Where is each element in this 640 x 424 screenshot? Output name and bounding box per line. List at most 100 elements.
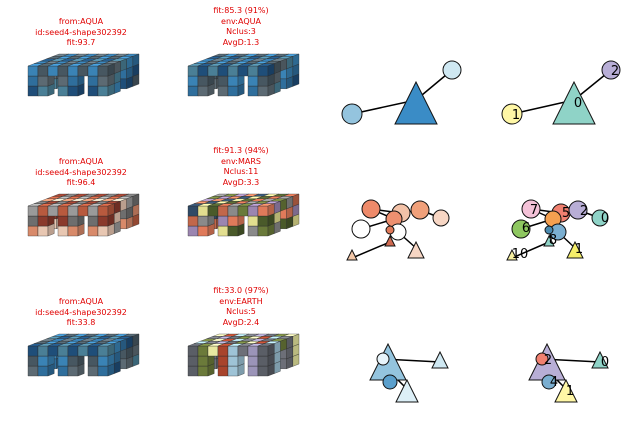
voxel-face (87, 205, 99, 217)
voxel-face (267, 343, 275, 357)
voxel-face (237, 205, 249, 217)
voxel-face (237, 345, 249, 357)
voxel-face (67, 65, 79, 77)
voxel-face (27, 345, 39, 357)
graph-node (376, 352, 390, 366)
voxel-face (57, 215, 69, 227)
voxel-face (247, 205, 259, 217)
voxel-face (257, 65, 269, 77)
voxel-face (227, 205, 239, 217)
voxel-face (274, 200, 281, 214)
voxel-face (257, 225, 269, 237)
graph-node (535, 352, 549, 366)
voxel-face (197, 345, 209, 357)
graph-node-triangle (407, 240, 425, 259)
graph-node (521, 199, 541, 219)
voxel-face (120, 338, 127, 352)
voxel-face (37, 215, 49, 227)
graph-node-triangle (591, 350, 609, 369)
graph-node (544, 225, 554, 235)
voxel-face (57, 205, 69, 217)
voxel-face (126, 56, 133, 70)
voxel-face (286, 336, 293, 350)
voxel-face (37, 355, 49, 367)
voxel-face (197, 65, 209, 77)
source-caption-row1: from:AQUA id:seed4-shape302392 fit:93.7 (35, 17, 127, 49)
caption-line: AvgD:1.3 (222, 37, 260, 47)
voxel-face (247, 85, 259, 97)
voxel-face (217, 365, 229, 377)
voxel-face (27, 75, 39, 87)
voxel-face (37, 365, 49, 377)
voxel-face (207, 345, 219, 357)
voxel-face (97, 345, 109, 357)
graph-node-triangle (431, 350, 449, 369)
node-label: 2 (544, 353, 552, 368)
voxel-face (227, 215, 239, 227)
graph-node (432, 209, 450, 227)
voxel-face (292, 333, 300, 347)
node-label: 2 (611, 64, 619, 79)
voxel-face (257, 345, 269, 357)
voxel-face (247, 365, 259, 377)
graph-node (501, 103, 523, 125)
voxel-face (37, 65, 49, 77)
graph-node (541, 374, 557, 390)
caption-line: fit:91.3 (94%) (213, 146, 269, 155)
voxel-face (217, 225, 229, 237)
voxel-face (27, 365, 39, 377)
graph-node-triangle (384, 234, 396, 247)
voxel-face (57, 75, 69, 87)
voxel-face (257, 365, 269, 377)
voxel-face (286, 56, 293, 70)
caption-line: from:AQUA (58, 157, 104, 166)
graph-node (361, 199, 381, 219)
voxel-face (27, 205, 39, 217)
voxel-face (57, 345, 69, 357)
fit-caption-row3: fit:33.0 (97%) env:EARTH Nclus:5 AvgD:2.… (213, 286, 268, 328)
voxel-face (97, 365, 109, 377)
voxel-face (247, 75, 259, 87)
voxel-face (107, 63, 115, 77)
voxel-face (97, 65, 109, 77)
voxel-face (187, 65, 199, 77)
voxel-face (257, 215, 269, 227)
voxel-face (87, 85, 99, 97)
node-label: 1 (566, 384, 574, 399)
graph-node (385, 225, 395, 235)
caption-line: from:AQUA (58, 297, 104, 306)
node-label: 4 (550, 375, 558, 390)
voxel-face (27, 65, 39, 77)
voxel-face (97, 215, 109, 227)
caption-line: fit:93.7 (66, 38, 96, 47)
graph-node (591, 209, 609, 227)
voxel-face (57, 365, 69, 377)
graph-node (442, 60, 462, 80)
graph-edge (511, 241, 550, 259)
voxel-face (107, 203, 115, 217)
caption-line: fit:33.0 (97%) (213, 286, 269, 295)
graph-node (511, 219, 531, 239)
caption-line: env:AQUA (221, 16, 261, 26)
fit-caption-row1: fit:85.3 (91%) env:AQUA Nclus:3 AvgD:1.3 (213, 6, 268, 48)
node-label: 0 (601, 355, 609, 370)
voxel-face (217, 65, 229, 77)
voxel-face (27, 355, 39, 367)
voxel-face (197, 75, 209, 87)
voxel-face (37, 75, 49, 87)
voxel-face (37, 85, 49, 97)
voxel-face (217, 345, 229, 357)
voxel-face (187, 85, 199, 97)
voxel-face (126, 196, 133, 210)
voxel-face (267, 203, 275, 217)
caption-line: Nclus:3 (226, 27, 256, 36)
voxel-face (257, 205, 269, 217)
graph-node (341, 103, 363, 125)
fitted-shape-row3 (187, 333, 300, 377)
voxel-face (107, 343, 115, 357)
voxel-face (197, 85, 209, 97)
voxel-face (67, 345, 79, 357)
graph-node (410, 200, 430, 220)
voxel-face (197, 205, 209, 217)
voxel-face (217, 85, 229, 97)
